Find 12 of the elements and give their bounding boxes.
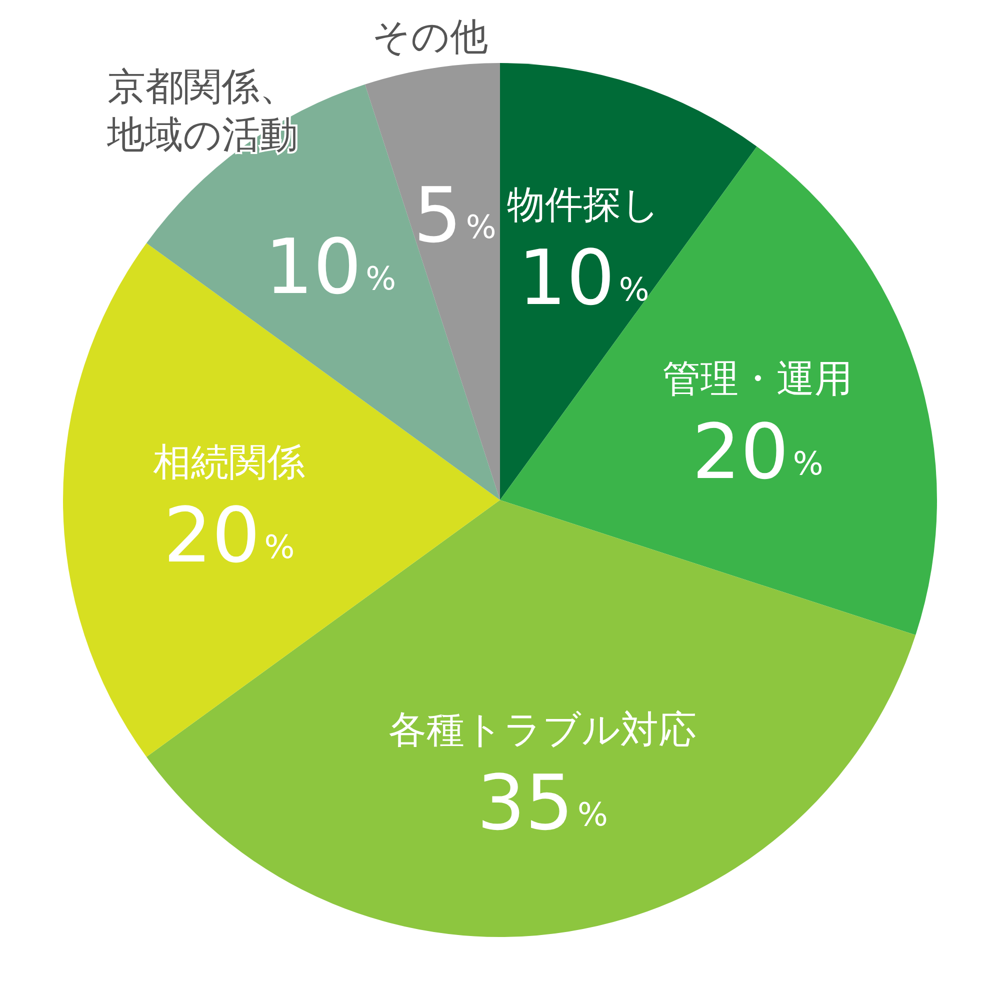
data-label: 35% <box>476 758 608 848</box>
slice-label: 相続関係 <box>153 440 306 484</box>
slice-label: 物件探し <box>507 182 660 226</box>
slice-label: その他 <box>372 14 488 59</box>
slice-label: 京都関係、地域の活動 <box>106 64 298 156</box>
slice-label: 管理・運用 <box>662 356 853 400</box>
data-label: 10% <box>264 222 396 312</box>
data-label: 20% <box>163 490 295 580</box>
data-label: 20% <box>692 406 824 496</box>
data-label: 10% <box>518 232 650 322</box>
slice-label: 各種トラブル対応 <box>388 708 696 752</box>
data-label: 5% <box>414 170 496 260</box>
